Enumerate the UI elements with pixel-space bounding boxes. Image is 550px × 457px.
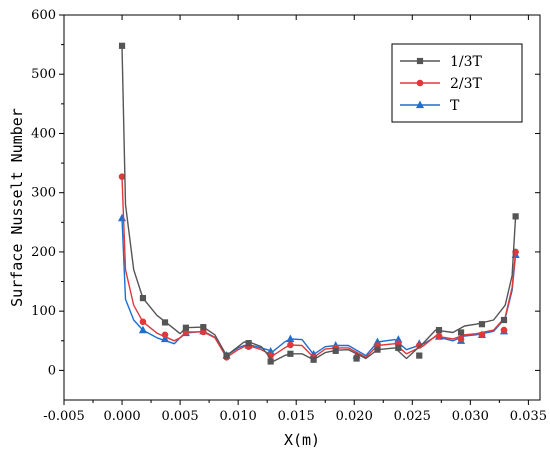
- data-point: [457, 329, 465, 336]
- x-tick-label: 0.005: [161, 409, 198, 424]
- data-point: [457, 335, 465, 343]
- legend-label: 2/3T: [450, 76, 483, 92]
- data-point: [138, 325, 147, 334]
- data-point: [415, 342, 423, 349]
- data-point: [435, 327, 443, 334]
- y-tick-label: 0: [48, 363, 56, 378]
- data-point: [310, 356, 317, 363]
- y-tick-label: 600: [31, 8, 56, 23]
- legend: 1/3T 2/3T T: [391, 43, 523, 123]
- data-point: [200, 324, 207, 331]
- data-point: [223, 352, 230, 359]
- x-tick-label: 0.030: [452, 409, 489, 424]
- data-point: [161, 331, 169, 339]
- data-point: [478, 321, 486, 328]
- data-point: [287, 341, 294, 349]
- y-tick-label: 300: [31, 186, 56, 201]
- x-tick-label: 0.025: [394, 409, 431, 424]
- legend-marker: [416, 79, 424, 87]
- x-tick-label: 0.000: [103, 409, 140, 424]
- data-point: [353, 355, 360, 362]
- y-axis-title: Surface Nusselt Number: [8, 108, 26, 307]
- x-tick-label: -0.005: [43, 409, 85, 424]
- series-line: [121, 45, 517, 363]
- data-point: [139, 318, 147, 326]
- data-point: [374, 346, 381, 353]
- y-tick-label: 200: [31, 245, 56, 260]
- x-tick-label: 0.010: [220, 409, 257, 424]
- data-point: [160, 334, 170, 343]
- x-tick-label: 0.020: [336, 409, 373, 424]
- data-point: [267, 358, 274, 365]
- data-point: [435, 332, 443, 340]
- series-line: [121, 176, 517, 359]
- data-point: [395, 344, 402, 351]
- data-point: [416, 352, 423, 359]
- data-point: [287, 350, 294, 357]
- data-point: [512, 213, 519, 220]
- data-point: [118, 42, 126, 49]
- data-point: [139, 295, 147, 302]
- legend-marker: [415, 100, 425, 109]
- series-square: [118, 42, 519, 365]
- y-tick-label: 500: [31, 67, 56, 82]
- axes-layer: -0.005 0.000 0.005 0.010 0.015 0.020 0.025 0.03…: [31, 8, 547, 424]
- x-tick-label: 0.035: [510, 409, 547, 424]
- legend-marker: [416, 57, 424, 65]
- data-point: [500, 326, 508, 334]
- data-point: [161, 319, 169, 326]
- y-tick-label: 100: [31, 304, 56, 319]
- x-axis-title: X(m): [284, 431, 320, 449]
- data-point: [332, 347, 339, 354]
- legend-label: T: [450, 98, 460, 114]
- legend-label: 1/3T: [450, 54, 483, 70]
- x-tick-label: 0.015: [278, 409, 315, 424]
- data-point: [500, 316, 508, 324]
- data-point: [245, 340, 252, 347]
- data-point: [182, 324, 190, 331]
- series-layer: [118, 42, 520, 365]
- data-point: [478, 331, 486, 339]
- y-tick-label: 400: [31, 126, 56, 141]
- data-point: [118, 173, 126, 180]
- data-point: [286, 334, 295, 343]
